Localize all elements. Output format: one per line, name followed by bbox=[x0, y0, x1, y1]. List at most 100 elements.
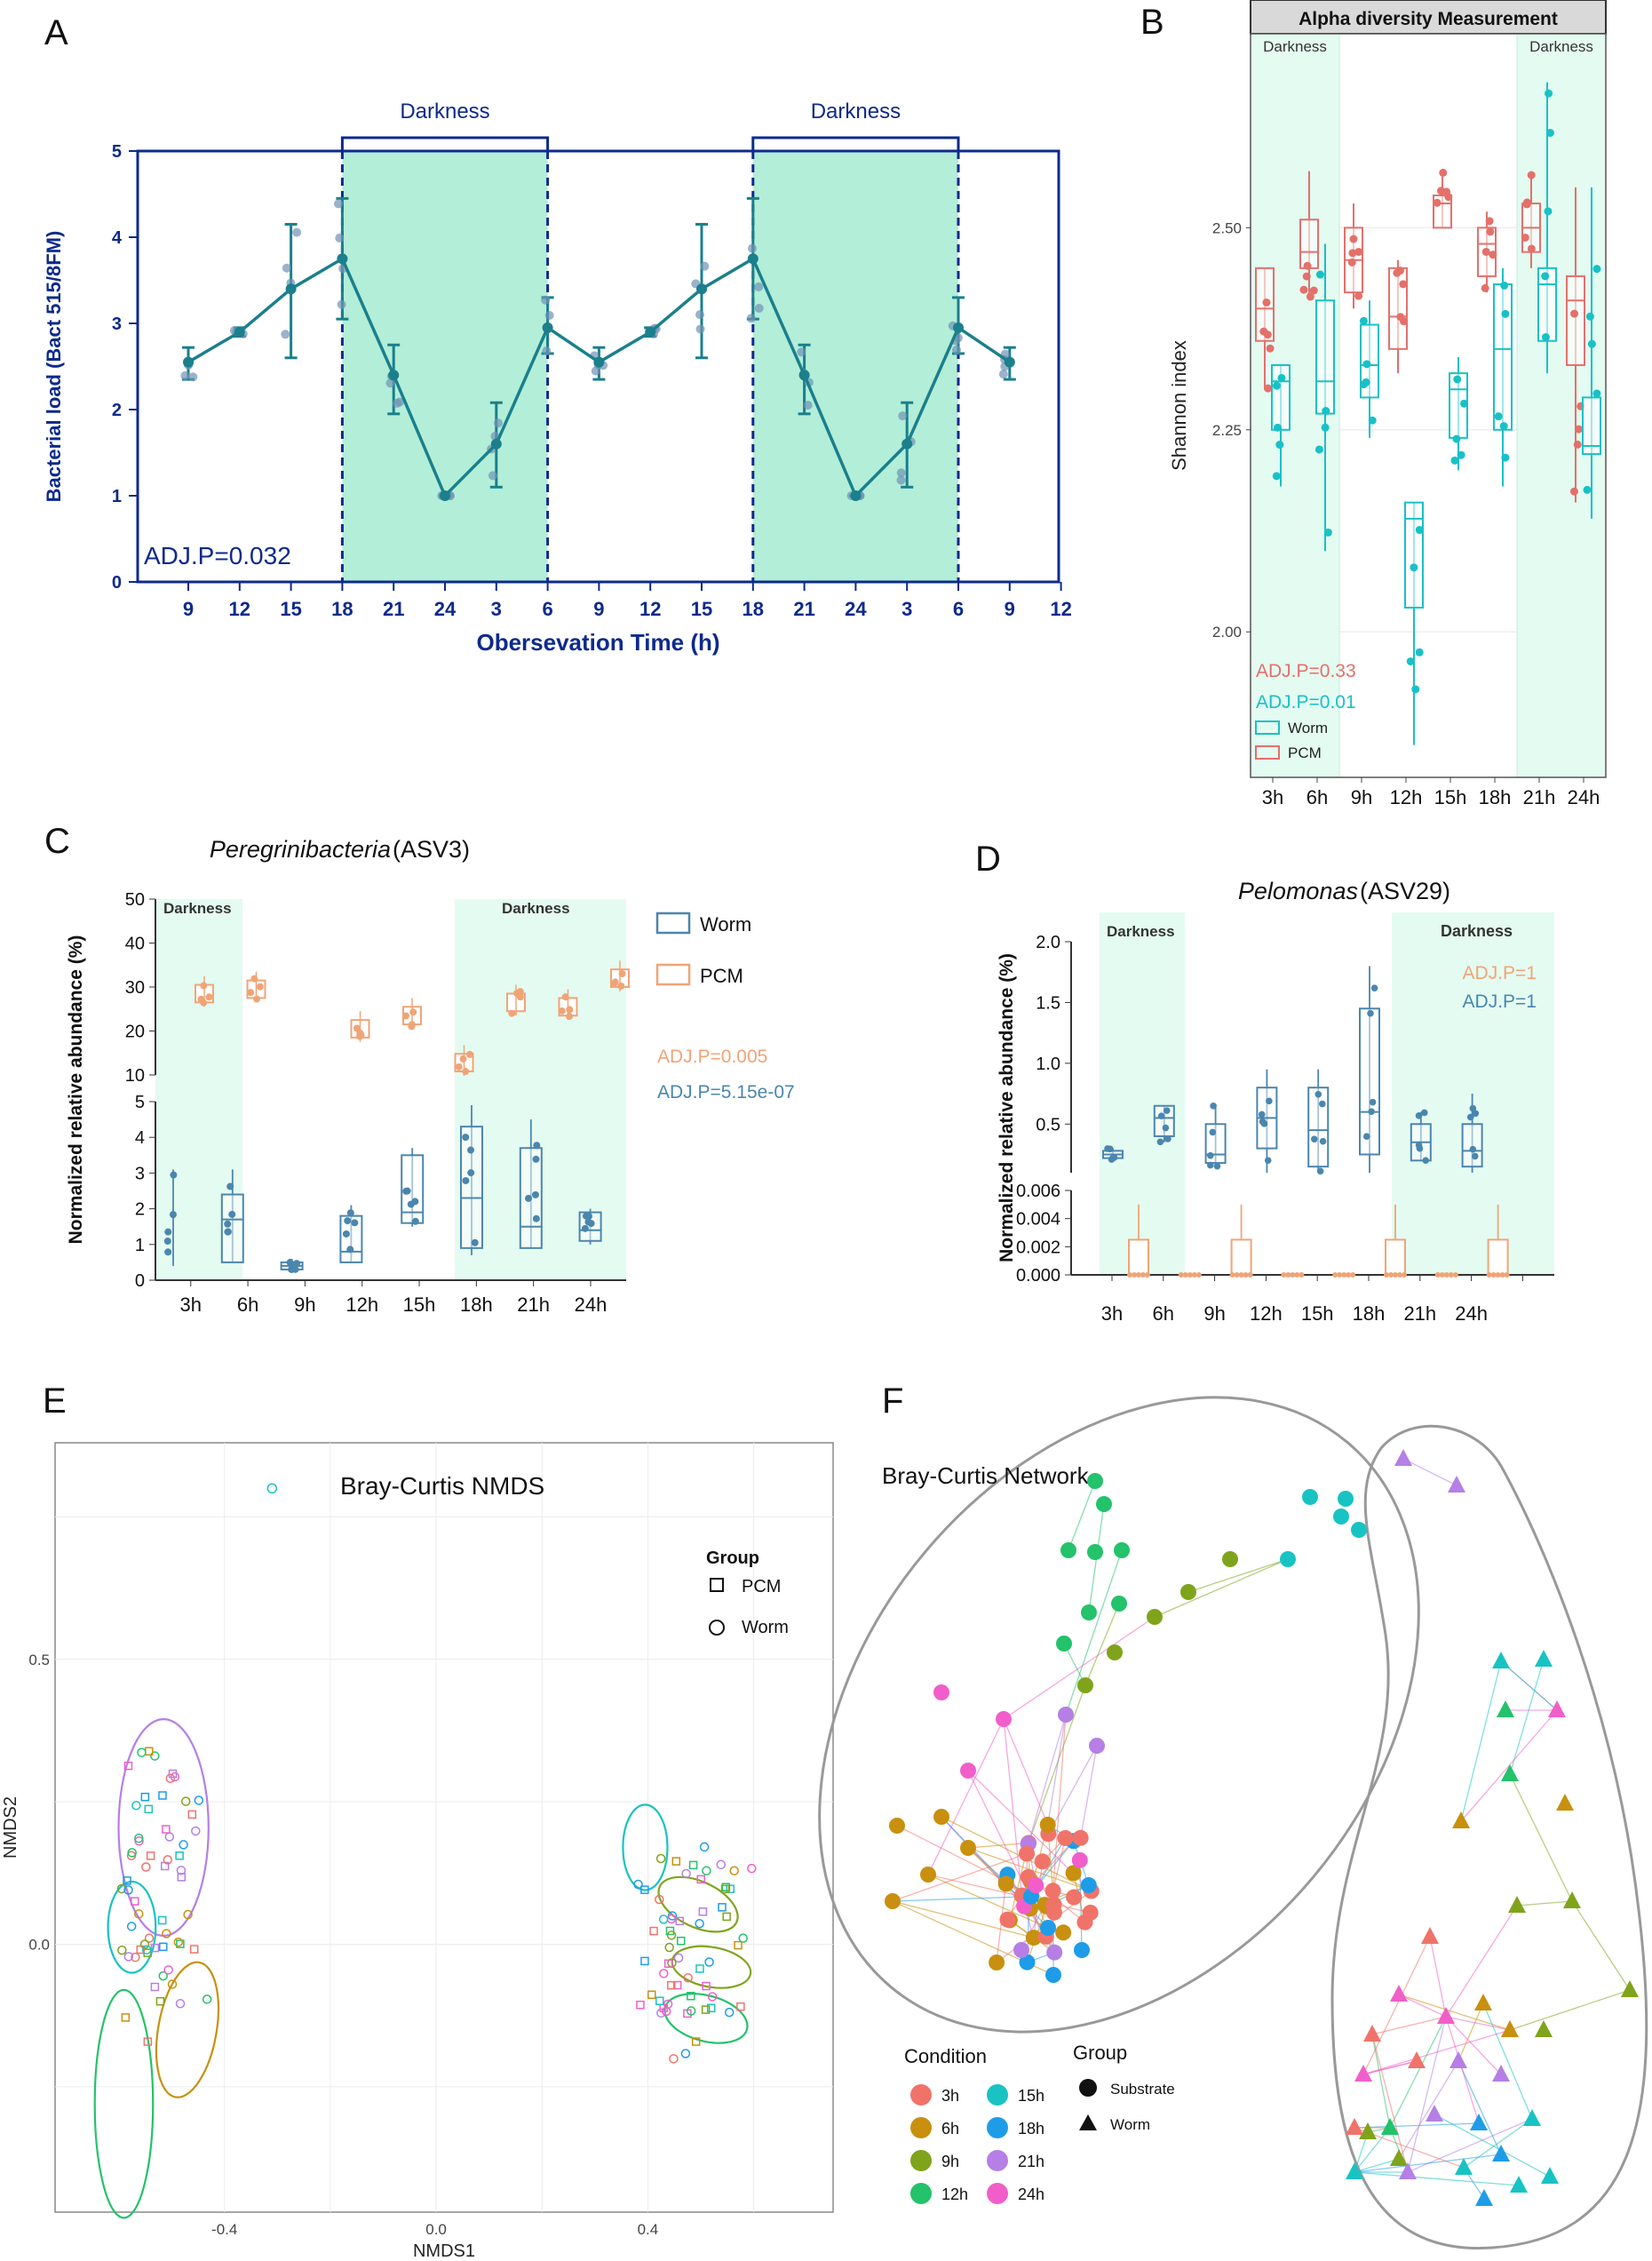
darkness-label: Darkness bbox=[1263, 38, 1327, 55]
substrate-node bbox=[989, 1954, 1005, 1971]
nmds-point-worm bbox=[163, 1965, 173, 1975]
x-tick-label: 18 bbox=[331, 598, 353, 620]
data-point bbox=[1262, 298, 1271, 307]
data-point bbox=[1156, 1138, 1164, 1146]
worm-node bbox=[1346, 2162, 1363, 2179]
data-point bbox=[1354, 247, 1363, 256]
substrate-node bbox=[1071, 1851, 1088, 1868]
data-point bbox=[1346, 1272, 1352, 1278]
nmds-point-pcm bbox=[168, 1769, 178, 1779]
condition-legend-key bbox=[910, 2117, 932, 2138]
panel-label-f: F bbox=[882, 1381, 903, 1421]
network-edge bbox=[1003, 1718, 1049, 1826]
substrate-node bbox=[1060, 1542, 1076, 1558]
data-point bbox=[1448, 1272, 1454, 1278]
replicate-point bbox=[700, 261, 710, 271]
worm-node bbox=[1449, 2051, 1467, 2068]
data-point bbox=[1213, 1162, 1221, 1170]
replicate-point bbox=[591, 366, 600, 376]
y-tick-label: 20 bbox=[125, 1023, 145, 1042]
legend-key-pcm bbox=[710, 1578, 724, 1592]
data-point bbox=[1266, 344, 1275, 353]
data-point bbox=[1294, 1272, 1300, 1278]
nmds-point-worm bbox=[664, 1942, 674, 1953]
data-point bbox=[1450, 456, 1459, 465]
data-point bbox=[1182, 1272, 1188, 1278]
substrate-node bbox=[1034, 1853, 1051, 1870]
nmds-point-worm bbox=[139, 1939, 150, 1949]
data-point bbox=[1388, 1272, 1394, 1278]
nmds-point-worm bbox=[116, 1883, 127, 1894]
y-tick-label: 0.5 bbox=[28, 1652, 50, 1668]
y-axis-label: Bacterial load (Bact 515/8FM) bbox=[43, 231, 65, 503]
data-point bbox=[1277, 373, 1286, 382]
data-point bbox=[1433, 198, 1442, 207]
substrate-node bbox=[1019, 1954, 1036, 1970]
worm-node bbox=[1363, 2025, 1381, 2042]
network-edge bbox=[1154, 1558, 1289, 1618]
y-tick-label: 2.00 bbox=[1212, 624, 1242, 641]
data-point bbox=[1264, 384, 1273, 393]
x-tick-label: 21 bbox=[793, 598, 814, 620]
data-point bbox=[558, 1007, 566, 1015]
darkness-label: Darkness bbox=[163, 900, 232, 917]
substrate-node bbox=[1045, 1904, 1062, 1921]
network-edge bbox=[1371, 2034, 1409, 2173]
nmds-point-pcm bbox=[144, 1804, 154, 1814]
nmds-point-pcm bbox=[187, 1810, 197, 1819]
chart-title-rest: (ASV3) bbox=[393, 836, 470, 863]
network-edge bbox=[1068, 1480, 1096, 1551]
mean-point bbox=[490, 438, 502, 450]
data-point bbox=[1569, 487, 1578, 496]
data-point bbox=[1272, 472, 1281, 481]
worm-node bbox=[1474, 1994, 1492, 2010]
nmds-point-worm bbox=[131, 1801, 141, 1811]
nmds-point-worm bbox=[266, 1483, 278, 1494]
network-edge bbox=[1354, 2158, 1400, 2173]
data-point bbox=[1140, 1272, 1146, 1278]
condition-legend-key bbox=[987, 2084, 1008, 2106]
data-point bbox=[1501, 309, 1510, 318]
data-point bbox=[409, 1008, 417, 1016]
box-pcm bbox=[1299, 219, 1319, 269]
adj-p-pcm: ADJ.P=0.005 bbox=[657, 1047, 767, 1067]
nmds-point-pcm bbox=[636, 2000, 645, 2010]
data-point bbox=[1527, 244, 1536, 253]
data-point bbox=[1499, 1272, 1505, 1278]
cluster-ellipse bbox=[622, 1803, 669, 1891]
x-tick-label: 9h bbox=[1351, 786, 1372, 808]
y-tick-label: 0.004 bbox=[1016, 1210, 1060, 1230]
worm-node bbox=[1475, 2189, 1493, 2206]
substrate-node bbox=[1025, 1930, 1042, 1947]
data-point bbox=[1234, 1272, 1240, 1278]
nmds-point-pcm bbox=[706, 2003, 716, 2013]
y-tick-label: 3 bbox=[135, 1164, 145, 1183]
adj-p-annotation: ADJ.P=0.032 bbox=[144, 542, 291, 569]
data-point bbox=[1443, 1272, 1449, 1278]
data-point bbox=[224, 1220, 232, 1228]
data-point bbox=[1349, 235, 1358, 243]
data-point bbox=[402, 1187, 410, 1195]
y-tick-label: 2 bbox=[112, 401, 122, 420]
data-point bbox=[1471, 1152, 1479, 1160]
data-point bbox=[1347, 258, 1356, 267]
replicate-point bbox=[695, 310, 705, 320]
data-point bbox=[1587, 339, 1596, 348]
substrate-node bbox=[889, 1818, 905, 1834]
nmds-point-worm bbox=[633, 1879, 643, 1890]
network-edge bbox=[1362, 2029, 1511, 2075]
nmds-point-worm bbox=[729, 1866, 739, 1875]
network-edge bbox=[1187, 1558, 1289, 1593]
substrate-node bbox=[885, 1893, 901, 1909]
substrate-node bbox=[1057, 1829, 1074, 1846]
substrate-node bbox=[920, 1867, 936, 1883]
x-tick-label: 15 bbox=[691, 598, 712, 620]
nmds-point-pcm bbox=[640, 1956, 649, 1966]
data-point bbox=[1570, 309, 1579, 318]
substrate-node bbox=[1107, 1644, 1123, 1660]
nmds-point-pcm bbox=[157, 1915, 167, 1925]
replicate-point bbox=[493, 418, 503, 428]
data-point bbox=[1420, 1109, 1428, 1117]
network-edge bbox=[892, 1900, 1034, 1939]
